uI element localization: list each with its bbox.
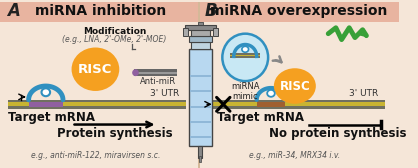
Bar [134,74,176,76]
Text: miRNA inhibition: miRNA inhibition [35,4,166,18]
Bar [190,121,211,123]
Text: Target mRNA: Target mRNA [8,111,94,124]
Bar [189,36,212,41]
Text: A: A [7,2,20,20]
Bar [28,102,63,107]
Bar [8,100,186,109]
Text: e.g., anti-miR-122, miravirsen s.c.: e.g., anti-miR-122, miravirsen s.c. [31,151,160,160]
Bar [207,100,385,102]
Text: Target mRNA: Target mRNA [217,111,303,124]
Bar [189,50,212,146]
Bar [230,53,260,58]
Bar [8,100,186,102]
Bar [8,106,186,109]
Ellipse shape [71,48,119,91]
Bar [198,22,203,36]
Bar [190,75,211,77]
Bar [185,25,216,30]
Text: miRNA overexpression: miRNA overexpression [210,4,387,18]
Text: Protein synthesis: Protein synthesis [57,127,172,139]
Bar [190,106,211,108]
Ellipse shape [267,90,275,97]
Text: Anti-miR: Anti-miR [140,77,176,86]
Bar [183,28,188,36]
Bar [207,106,385,109]
Bar [230,53,260,55]
Bar [213,28,217,36]
Bar [190,136,211,138]
Bar [199,156,201,162]
Text: Modification: Modification [83,27,146,36]
Ellipse shape [242,46,249,52]
Text: No protein synthesis: No protein synthesis [269,127,407,139]
Text: e.g., miR-34, MRX34 i.v.: e.g., miR-34, MRX34 i.v. [249,151,340,160]
Ellipse shape [274,68,316,104]
Circle shape [222,34,268,81]
Bar [257,102,285,107]
Text: miRNA
mimic: miRNA mimic [231,82,260,101]
Bar [199,146,202,158]
Bar [199,2,399,22]
Bar [134,69,176,76]
Circle shape [132,69,139,76]
Text: 3' UTR: 3' UTR [349,89,378,98]
Bar [0,2,199,22]
Bar [230,56,260,58]
Text: (e.g., LNA, 2'-OMe, 2'-MOE): (e.g., LNA, 2'-OMe, 2'-MOE) [62,35,167,44]
Text: 3' UTR: 3' UTR [150,89,179,98]
Bar [134,69,176,72]
Bar [207,100,385,109]
Bar [190,90,211,92]
Bar [198,2,200,168]
Ellipse shape [41,88,50,96]
Bar [191,41,210,50]
Text: B: B [205,2,218,20]
Text: RISC: RISC [280,79,310,93]
Text: RISC: RISC [78,63,112,76]
Bar [191,28,210,36]
